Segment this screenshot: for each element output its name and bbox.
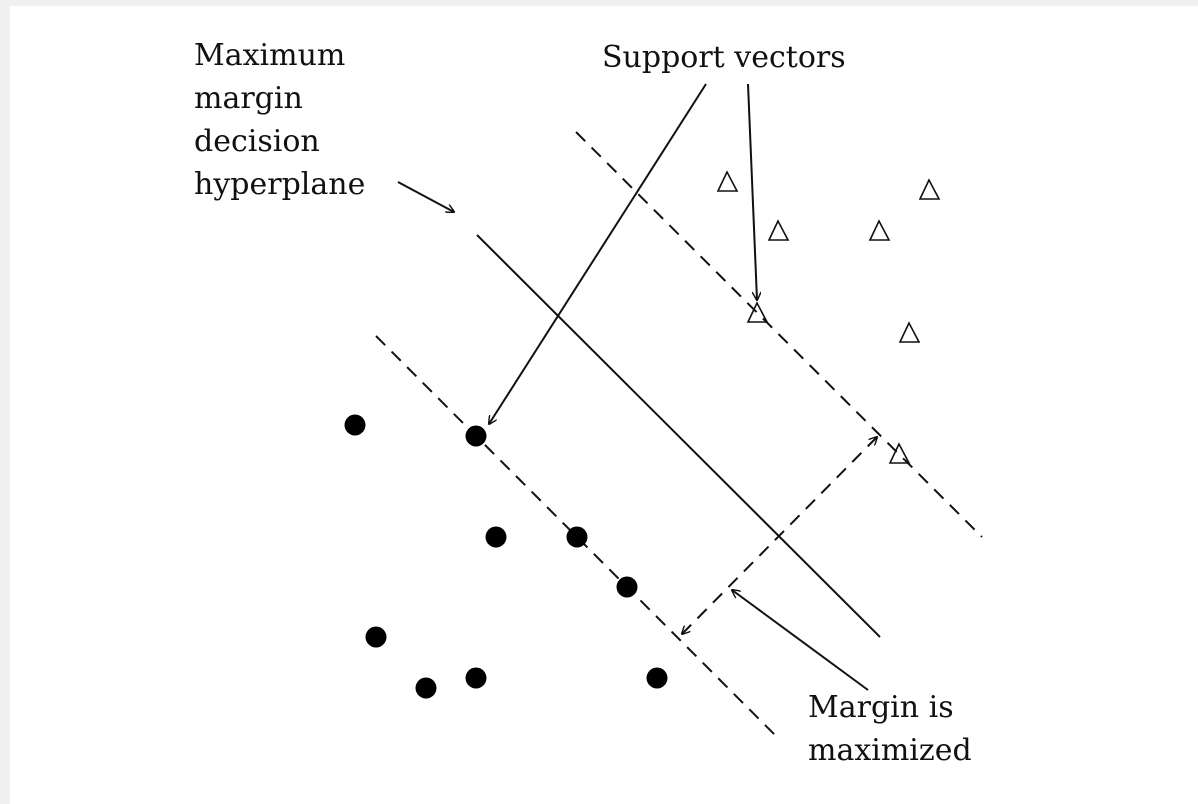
figure-frame: Maximum margin decision hyperplane Suppo…	[10, 6, 1198, 804]
circle-point	[485, 526, 507, 548]
triangle-point	[767, 219, 790, 241]
triangle-point	[918, 178, 941, 200]
svm-diagram	[344, 83, 983, 741]
hyperplane-label-line: Maximum	[194, 38, 346, 73]
hyperplane-label: Maximum margin decision hyperplane	[194, 34, 365, 206]
hyperplane-callout-arrow	[397, 181, 454, 212]
margin-label: Margin is maximized	[808, 686, 972, 772]
circle-point	[365, 626, 387, 648]
circle-point	[616, 576, 638, 598]
circle-point	[566, 526, 588, 548]
support-vector-arrow-circle	[489, 83, 707, 424]
triangle-point	[716, 170, 739, 192]
hyperplane-label-line: decision	[194, 124, 320, 159]
circle-point	[344, 414, 366, 436]
lower-margin-boundary	[375, 335, 781, 741]
support-vectors-text: Support vectors	[602, 40, 846, 75]
support-vector-triangle	[746, 301, 769, 323]
decision-hyperplane-line	[476, 234, 881, 638]
support-vector-arrow-triangle	[747, 83, 757, 300]
circle-class-points	[344, 414, 668, 699]
triangle-point	[898, 321, 921, 343]
hyperplane-label-line: hyperplane	[194, 167, 366, 202]
circle-point	[415, 677, 437, 699]
support-vectors-label: Support vectors	[602, 36, 846, 79]
circle-point	[646, 667, 668, 689]
margin-width-arrow	[682, 437, 877, 634]
hyperplane-label-line: margin	[194, 81, 303, 116]
support-vector-triangle	[888, 442, 911, 464]
margin-label-line: maximized	[808, 733, 972, 768]
margin-label-line: Margin is	[808, 690, 954, 725]
margin-callout-arrow	[732, 590, 869, 691]
circle-point	[465, 667, 487, 689]
support-vector-circle	[465, 425, 487, 447]
upper-margin-boundary	[575, 131, 983, 538]
triangle-point	[868, 219, 891, 241]
triangle-class-points	[716, 170, 941, 464]
